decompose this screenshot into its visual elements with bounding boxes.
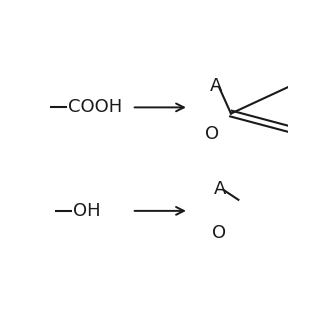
Text: O: O	[205, 125, 219, 143]
Text: COOH: COOH	[68, 98, 122, 116]
Text: A: A	[214, 180, 226, 198]
Text: OH: OH	[73, 202, 100, 220]
Text: O: O	[212, 224, 227, 242]
Text: A: A	[210, 77, 222, 95]
